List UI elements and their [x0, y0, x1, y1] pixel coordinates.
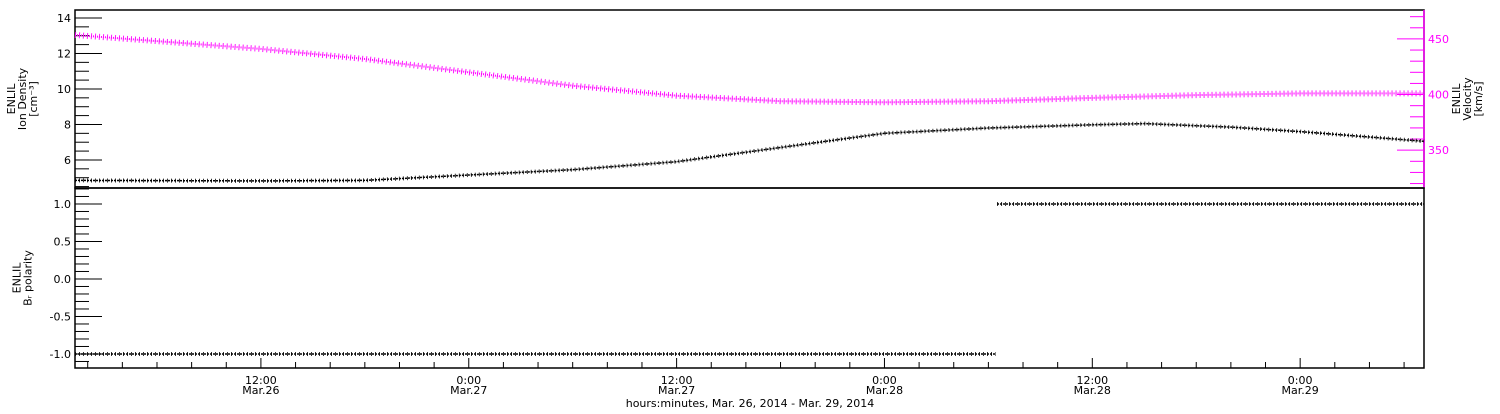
x-tick-label: 0:00 — [456, 374, 481, 387]
x-tick-label: 0:00 — [1288, 374, 1313, 387]
right-axis-title-line: Velocity — [1461, 77, 1474, 121]
y-axis-title-line: ENLIL — [11, 262, 24, 294]
y-tick-label: 0.0 — [54, 273, 72, 286]
series-line-0 — [75, 203, 1424, 355]
series-line-1 — [74, 34, 1424, 104]
right-tick-label: 450 — [1428, 33, 1449, 46]
series-markers-0 — [74, 121, 1425, 183]
y-tick-label: 10 — [57, 83, 71, 96]
series-markers-0 — [75, 201, 1424, 356]
right-axis-title-line: ENLIL — [1450, 83, 1463, 115]
y-tick-label: 8 — [64, 118, 71, 131]
series-line-0 — [74, 122, 1425, 182]
y-tick-label: 14 — [57, 12, 71, 25]
y-tick-label: 0.5 — [54, 235, 72, 248]
x-tick-label: 12:00 — [661, 374, 693, 387]
x-axis-label: hours:minutes, Mar. 26, 2014 - Mar. 29, … — [626, 397, 875, 410]
right-tick-label: 400 — [1428, 89, 1449, 102]
y-axis-title-line: [cm⁻³] — [27, 81, 40, 117]
plot-frame — [74, 187, 1425, 369]
x-tick-date-label: Mar.28 — [866, 384, 903, 397]
y-axis-title-line: ENLIL — [5, 83, 18, 115]
x-tick-date-label: Mar.28 — [1074, 384, 1111, 397]
right-axis-title-line: [km/s] — [1472, 81, 1485, 116]
y-tick-label: 1.0 — [54, 198, 72, 211]
right-tick-label: 350 — [1428, 144, 1449, 157]
y-axis-title-line: Ion Density — [16, 67, 29, 130]
plot-frame — [74, 9, 1425, 189]
x-tick-date-label: Mar.27 — [658, 384, 695, 397]
x-tick-date-label: Mar.29 — [1282, 384, 1319, 397]
y-axis-title-line: Bᵣ polarity — [22, 250, 35, 306]
x-tick-date-label: Mar.26 — [242, 384, 279, 397]
x-tick-label: 0:00 — [872, 374, 897, 387]
y-tick-label: -0.5 — [50, 310, 71, 323]
x-tick-date-label: Mar.27 — [450, 384, 487, 397]
y-tick-label: -1.0 — [50, 348, 71, 361]
y-tick-label: 12 — [57, 47, 71, 60]
x-tick-label: 12:00 — [245, 374, 277, 387]
series-markers-1 — [74, 32, 1424, 106]
y-tick-label: 6 — [64, 154, 71, 167]
x-tick-label: 12:00 — [1076, 374, 1108, 387]
